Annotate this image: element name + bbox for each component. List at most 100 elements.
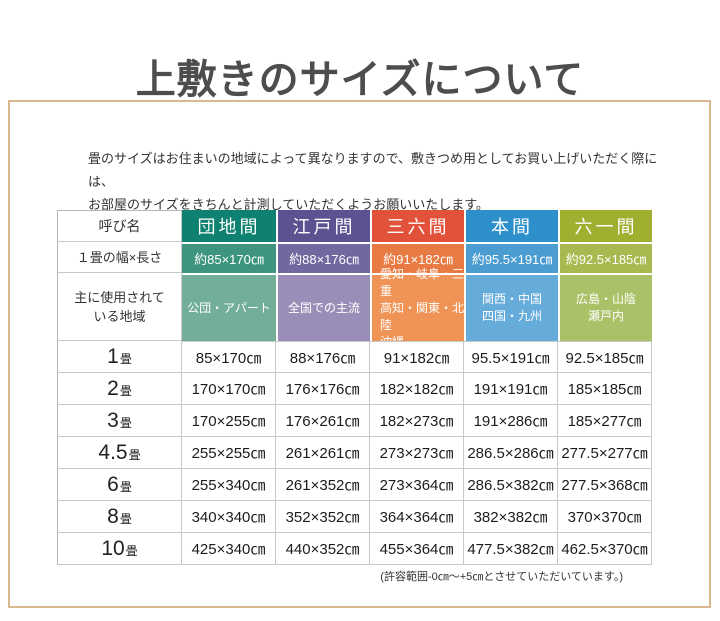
tatami-unit: 畳: [119, 415, 132, 430]
size-cell: 88×176㎝: [276, 341, 370, 373]
tatami-count: 10: [101, 536, 125, 560]
region-honma: 関西・中国 四国・九州: [464, 273, 558, 341]
size-cell: 340×340㎝: [182, 501, 276, 533]
region-row-label-line1: 主に使用されて: [74, 289, 165, 305]
size-cell: 261×261㎝: [276, 437, 370, 469]
size-cell: 95.5×191㎝: [464, 341, 558, 373]
region-line: 関西・中国: [481, 292, 542, 306]
size-cell: 91×182㎝: [370, 341, 464, 373]
size-cell: 85×170㎝: [182, 341, 276, 373]
intro-line-1: 畳のサイズはお住まいの地域によって異なりますので、敷きつめ用としてお買い上げいた…: [88, 151, 658, 189]
size-cell: 273×273㎝: [370, 437, 464, 469]
page-title: 上敷きのサイズについて: [135, 56, 585, 102]
size-cell: 364×364㎝: [370, 501, 464, 533]
size-cell: 255×255㎝: [182, 437, 276, 469]
mat-size-row: １畳の幅×長さ 約85×170㎝ 約88×176㎝ 約91×182㎝ 約95.5…: [57, 242, 652, 273]
size-cell: 455×364㎝: [370, 533, 464, 565]
size-cell: 255×340㎝: [182, 469, 276, 501]
intro-line-2: お部屋のサイズをきちんと計測していただくようお願いいたします。: [88, 197, 489, 212]
tatami-size-table: 呼び名 団地間 江戸間 三六間 本間 六一間 １畳の幅×長さ 約85×170㎝ …: [57, 210, 652, 565]
size-cell: 382×382㎝: [464, 501, 558, 533]
region-sanrokuma: 愛知・岐阜・三重 高知・関東・北陸 沖縄: [370, 267, 465, 349]
region-line: 公団・アパート: [187, 300, 271, 315]
mat-size-danchima: 約85×170㎝: [182, 242, 276, 273]
size-cell: 92.5×185㎝: [558, 341, 652, 373]
corner-header: 呼び名: [57, 210, 182, 242]
size-cell: 191×286㎝: [464, 405, 558, 437]
region-edoma: 全国での主流: [276, 273, 370, 341]
size-cell: 425×340㎝: [182, 533, 276, 565]
size-cell: 352×352㎝: [276, 501, 370, 533]
region-row: 主に使用されて いる地域 公団・アパート 全国での主流 愛知・岐阜・三重 高知・…: [57, 267, 652, 349]
size-cell: 261×352㎝: [276, 469, 370, 501]
tatami-unit: 畳: [125, 543, 138, 558]
tatami-unit: 畳: [119, 479, 132, 494]
size-cell: 185×277㎝: [558, 405, 652, 437]
column-header-sanrokuma: 三六間: [370, 210, 464, 242]
size-cell: 273×364㎝: [370, 469, 464, 501]
intro-text: 畳のサイズはお住まいの地域によって異なりますので、敷きつめ用としてお買い上げいた…: [88, 147, 678, 216]
region-rokuichima: 広島・山陰 瀬戸内: [558, 273, 652, 341]
table-row-4-5jo: 4.5 畳 255×255㎝ 261×261㎝ 273×273㎝ 286.5×28…: [57, 437, 652, 469]
row-label-4-5jo: 4.5 畳: [57, 437, 182, 469]
table-row-10jo: 10 畳 425×340㎝ 440×352㎝ 455×364㎝ 477.5×382…: [57, 533, 652, 565]
size-cell: 286.5×286㎝: [464, 437, 558, 469]
size-cell: 440×352㎝: [276, 533, 370, 565]
tatami-unit: 畳: [119, 351, 132, 366]
tatami-label: 10 畳: [101, 537, 137, 561]
mat-size-honma: 約95.5×191㎝: [464, 242, 558, 273]
row-label-10jo: 10 畳: [57, 533, 182, 565]
tatami-count: 1: [107, 344, 119, 368]
region-danchima: 公団・アパート: [182, 273, 276, 341]
table-header-row: 呼び名 団地間 江戸間 三六間 本間 六一間: [57, 210, 652, 242]
size-cell: 182×182㎝: [370, 373, 464, 405]
region-row-label: 主に使用されて いる地域: [57, 273, 182, 341]
size-cell: 182×273㎝: [370, 405, 464, 437]
tatami-unit: 畳: [119, 511, 132, 526]
tatami-count: 2: [107, 376, 119, 400]
size-cell: 277.5×368㎝: [558, 469, 652, 501]
tatami-count: 8: [107, 504, 119, 528]
region-line: 瀬戸内: [587, 309, 624, 323]
mat-size-rokuichima: 約92.5×185㎝: [558, 242, 652, 273]
tatami-count: 4.5: [98, 440, 128, 464]
tolerance-footnote: (許容範囲-0㎝～+5㎝とさせていただいています。): [380, 571, 623, 583]
tatami-unit: 畳: [119, 383, 132, 398]
column-header-edoma: 江戸間: [276, 210, 370, 242]
size-cell: 286.5×382㎝: [464, 469, 558, 501]
size-cell: 191×191㎝: [464, 373, 558, 405]
column-header-honma: 本間: [464, 210, 558, 242]
region-row-label-line2: いる地域: [93, 308, 146, 324]
tatami-unit: 畳: [128, 447, 141, 462]
size-cell: 370×370㎝: [558, 501, 652, 533]
region-line: 四国・九州: [481, 309, 542, 323]
column-header-rokuichima: 六一間: [558, 210, 652, 242]
tatami-count: 3: [107, 408, 119, 432]
size-cell: 170×170㎝: [182, 373, 276, 405]
region-line: 広島・山陰: [575, 292, 636, 306]
column-header-danchima: 団地間: [182, 210, 276, 242]
size-cell: 176×261㎝: [276, 405, 370, 437]
mat-size-edoma: 約88×176㎝: [276, 242, 370, 273]
region-line: 高知・関東・北陸: [380, 300, 465, 332]
size-cell: 277.5×277㎝: [558, 437, 652, 469]
size-cell: 185×185㎝: [558, 373, 652, 405]
size-cell: 176×176㎝: [276, 373, 370, 405]
size-cell: 477.5×382㎝: [464, 533, 558, 565]
tatami-label: 4.5 畳: [98, 441, 140, 465]
tatami-count: 6: [107, 472, 119, 496]
